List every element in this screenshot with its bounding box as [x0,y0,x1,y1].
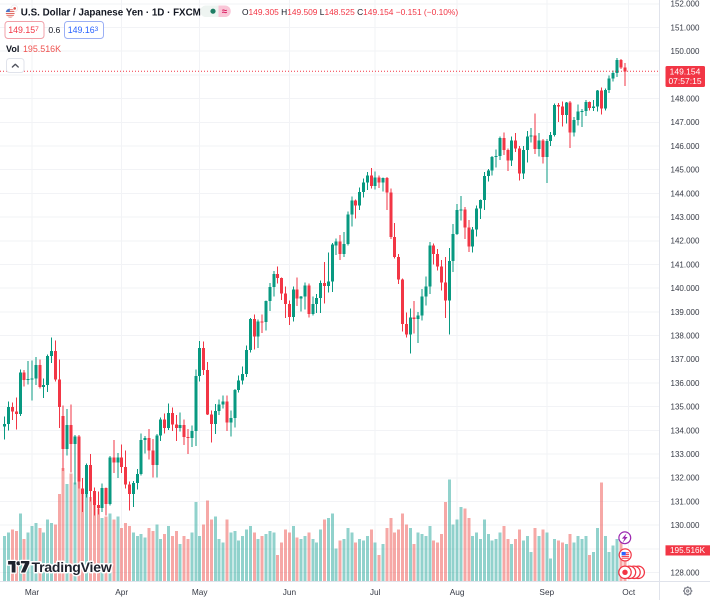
svg-text:≈: ≈ [222,7,228,18]
svg-text:152.000: 152.000 [671,0,700,9]
svg-text:149.154: 149.154 [670,67,701,77]
svg-text:142.000: 142.000 [671,237,700,246]
svg-text:May: May [192,587,209,597]
svg-text:Oct: Oct [622,587,636,597]
svg-text:151.000: 151.000 [671,23,700,32]
svg-text:Sep: Sep [539,587,554,597]
svg-text:0.6: 0.6 [48,25,60,35]
svg-text:Aug: Aug [450,587,465,597]
svg-text:148.000: 148.000 [671,95,700,104]
svg-text:141.000: 141.000 [671,260,700,269]
svg-text:Vol: Vol [6,44,19,54]
svg-text:136.000: 136.000 [671,379,700,388]
svg-text:195.516K: 195.516K [670,546,706,555]
svg-text:143.000: 143.000 [671,213,700,222]
svg-text:Jul: Jul [370,587,381,597]
svg-text:146.000: 146.000 [671,142,700,151]
svg-text:135.000: 135.000 [671,403,700,412]
svg-text:149.163: 149.163 [68,25,99,35]
svg-text:147.000: 147.000 [671,118,700,127]
svg-text:O149.305 H149.509 L148.525 C14: O149.305 H149.509 L148.525 C149.154 −0.1… [242,7,458,17]
svg-text:150.000: 150.000 [671,47,700,56]
svg-text:TradingView: TradingView [32,559,112,575]
svg-text:133.000: 133.000 [671,450,700,459]
svg-text:134.000: 134.000 [671,426,700,435]
svg-text:U.S. Dollar / Japanese Yen · 1: U.S. Dollar / Japanese Yen · 1D · FXCM [21,7,201,18]
svg-text:137.000: 137.000 [671,355,700,364]
svg-text:130.000: 130.000 [671,521,700,530]
svg-text:131.000: 131.000 [671,497,700,506]
svg-text:Mar: Mar [25,587,40,597]
svg-text:Jun: Jun [283,587,297,597]
svg-text:Apr: Apr [115,587,128,597]
svg-text:07:57:15: 07:57:15 [668,76,701,86]
svg-text:139.000: 139.000 [671,308,700,317]
svg-text:144.000: 144.000 [671,189,700,198]
svg-text:132.000: 132.000 [671,474,700,483]
svg-text:149.157: 149.157 [8,25,39,35]
svg-text:145.000: 145.000 [671,166,700,175]
svg-text:140.000: 140.000 [671,284,700,293]
svg-text:138.000: 138.000 [671,332,700,341]
svg-text:128.000: 128.000 [671,569,700,578]
svg-text:195.516K: 195.516K [23,44,61,54]
